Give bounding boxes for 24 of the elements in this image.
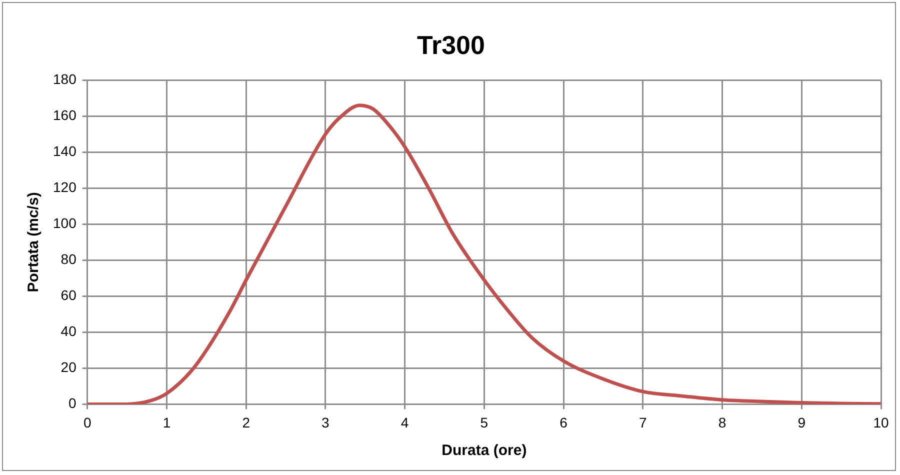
x-tick-label: 4 [400, 414, 409, 430]
y-tick-label: 180 [53, 71, 77, 88]
y-tick-label: 100 [53, 215, 77, 232]
y-tick-label: 160 [53, 107, 77, 124]
x-axis-title: Durata (ore) [442, 442, 527, 460]
y-tick-label: 20 [60, 359, 77, 376]
y-tick-label: 60 [60, 287, 77, 304]
y-tick-label: 140 [53, 143, 77, 160]
y-tick-label: 120 [53, 179, 77, 196]
x-tick-label: 10 [873, 414, 889, 430]
x-tick-label: 3 [322, 414, 330, 430]
y-axis-title: Portata (mc/s) [25, 192, 42, 292]
x-tick-label: 2 [242, 414, 250, 430]
y-tick-label: 80 [60, 251, 77, 268]
x-tick-label: 5 [480, 414, 488, 430]
x-tick-label: 9 [798, 414, 806, 430]
y-tick-label: 0 [68, 395, 77, 412]
x-tick-label: 1 [162, 414, 171, 430]
x-tick-label: 7 [639, 414, 648, 430]
y-tick-label: 40 [60, 323, 77, 340]
chart-title: Tr300 [417, 30, 485, 60]
x-tick-label: 6 [560, 414, 568, 430]
x-tick-label: 8 [718, 414, 726, 430]
x-tick-label: 0 [83, 414, 92, 430]
